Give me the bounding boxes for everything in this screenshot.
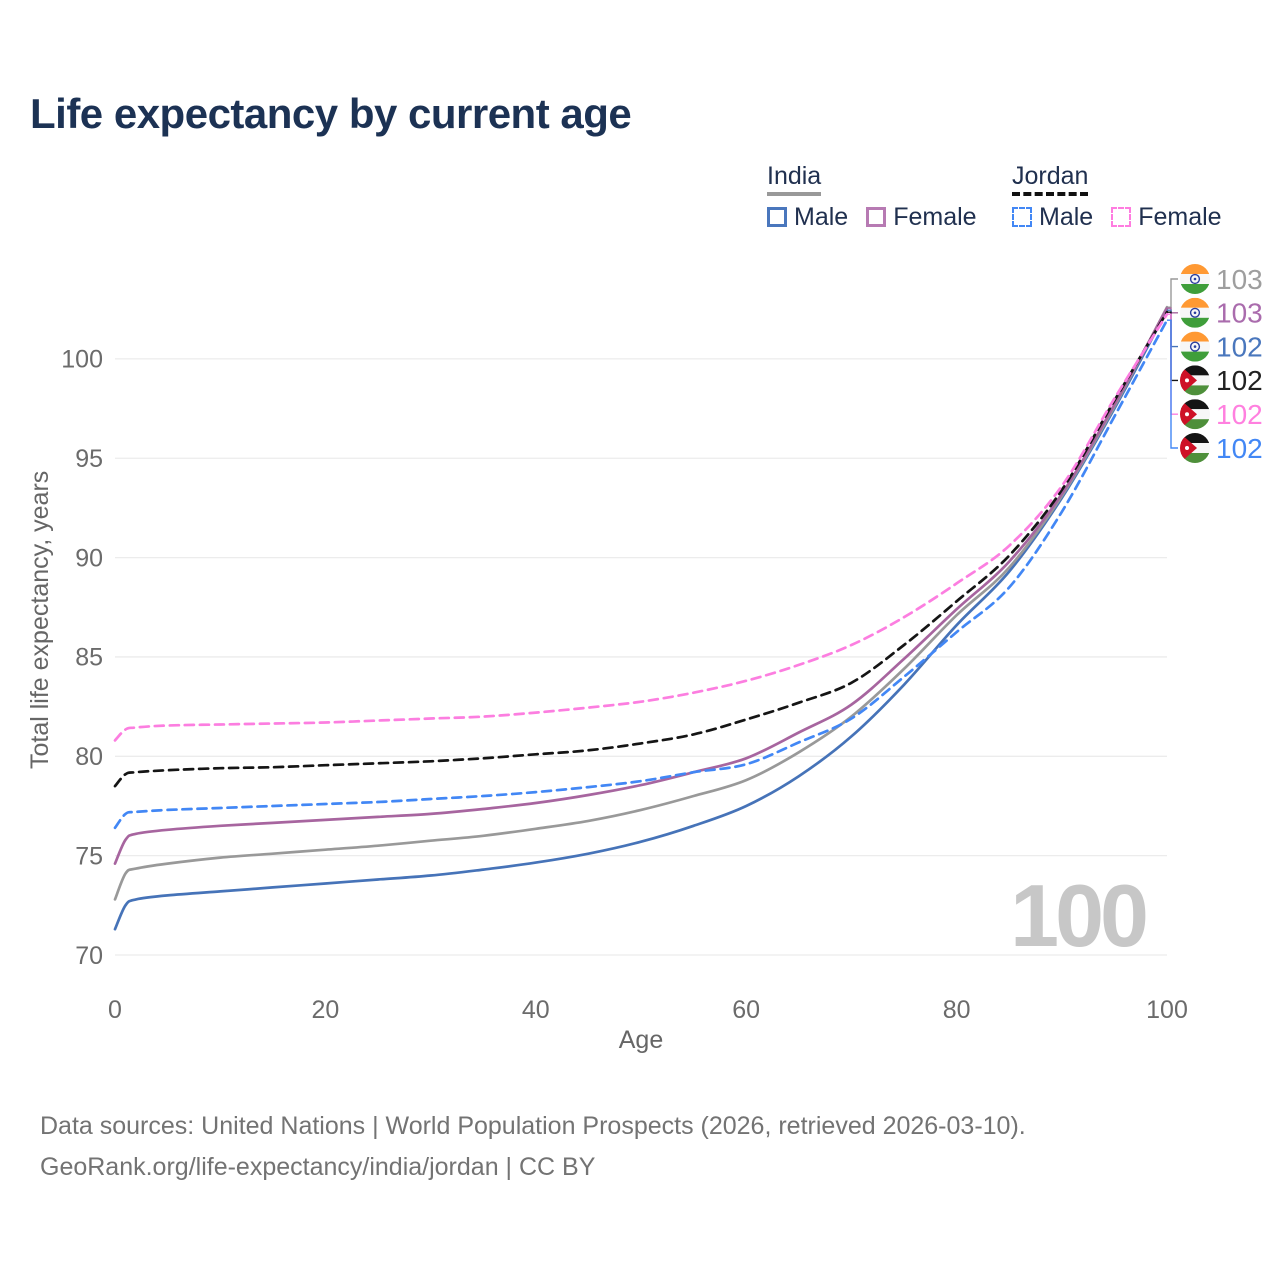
india-female-swatch-icon [866, 207, 887, 227]
series-line-india_total[interactable] [113, 305, 1169, 901]
series-line-jordan_female[interactable] [113, 312, 1169, 742]
data-sources-text: Data sources: United Nations | World Pop… [40, 1112, 1026, 1140]
flag-icon-india [1180, 264, 1210, 294]
y-tick-label: 90 [75, 544, 103, 572]
legend-header-jordan: Jordan [1012, 162, 1089, 196]
legend-item-jordan-male[interactable]: Male [1012, 203, 1093, 232]
end-value-label-india_male: 102 [1216, 331, 1263, 362]
end-value-label-india_female: 103 [1216, 298, 1263, 329]
y-tick-label: 95 [75, 445, 103, 473]
y-tick-label: 100 [61, 346, 103, 374]
end-value-label-jordan_female: 102 [1216, 399, 1263, 430]
series-line-india_female[interactable] [113, 306, 1169, 865]
legend-item-label: Male [1039, 202, 1094, 231]
leader-line-jordan_female [1167, 313, 1178, 415]
x-tick-label: 40 [522, 996, 550, 1024]
end-value-label-jordan_male: 102 [1216, 433, 1263, 464]
leader-line-india_male [1167, 309, 1178, 348]
x-tick-label: 80 [943, 996, 971, 1024]
x-tick-label: 100 [1146, 996, 1188, 1024]
series-line-india_male[interactable] [113, 308, 1169, 931]
x-tick-label: 0 [108, 996, 122, 1024]
legend-item-label: Male [794, 202, 849, 231]
attribution-text: GeoRank.org/life-expectancy/india/jordan… [40, 1153, 596, 1181]
page-title: Life expectancy by current age [30, 90, 632, 137]
y-tick-label: 85 [75, 644, 103, 672]
end-value-label-jordan_total: 102 [1216, 365, 1263, 396]
leader-line-india_total [1167, 278, 1178, 308]
legend-item-label: Female [893, 202, 977, 231]
flag-icon-india [1180, 297, 1210, 328]
y-tick-label: 75 [75, 842, 103, 870]
watermark-age-label: 100 [1010, 866, 1146, 965]
x-tick-label: 60 [732, 996, 760, 1024]
flag-icon-jordan [1180, 365, 1210, 396]
jordan-male-swatch-icon [1012, 207, 1032, 227]
legend-group-india: India Male Female [767, 162, 977, 232]
series-line-jordan_total[interactable] [113, 310, 1169, 788]
y-tick-label: 80 [75, 743, 103, 771]
jordan-female-swatch-icon [1111, 207, 1132, 227]
legend-item-jordan-female[interactable]: Female [1111, 202, 1222, 232]
footer: Data sources: United Nations | World Pop… [40, 1106, 1026, 1188]
leader-line-jordan_male [1167, 319, 1178, 449]
legend-group-jordan: Jordan Male Female [1012, 162, 1222, 232]
flag-icon-jordan [1180, 399, 1210, 430]
end-value-label-india_total: 103 [1216, 264, 1263, 295]
flag-icon-jordan [1180, 433, 1210, 463]
legend-item-india-male[interactable]: Male [767, 203, 848, 232]
x-tick-label: 20 [311, 996, 339, 1024]
legend-item-india-female[interactable]: Female [866, 202, 977, 232]
legend-item-label: Female [1138, 202, 1222, 231]
series-line-jordan_male[interactable] [113, 318, 1169, 830]
y-tick-label: 70 [75, 942, 103, 970]
legend-header-india: India [767, 162, 822, 196]
india-male-swatch-icon [767, 207, 787, 227]
x-axis-title: Age [618, 1026, 664, 1054]
flag-icon-india [1180, 331, 1210, 362]
